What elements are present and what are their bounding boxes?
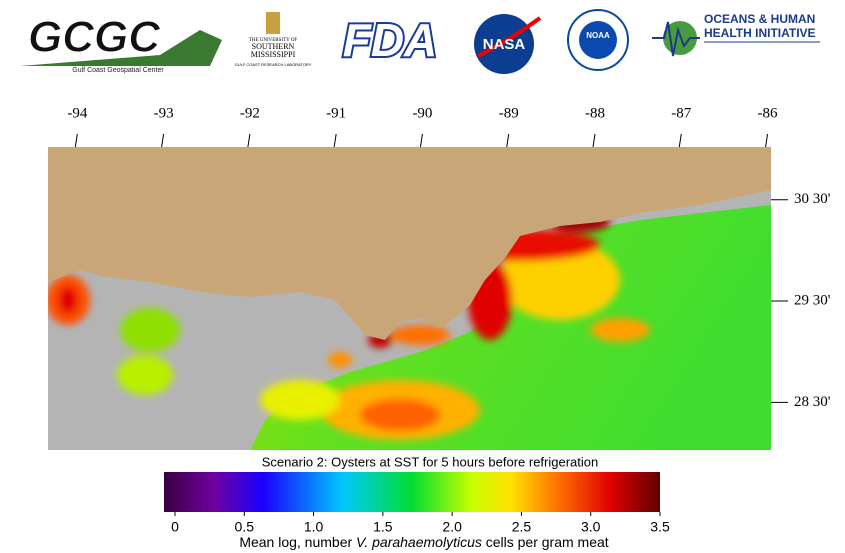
map	[48, 147, 771, 450]
lon-label: -93	[154, 105, 174, 121]
lon-label: -94	[67, 105, 87, 121]
lat-label: 28 30'	[794, 394, 831, 410]
colorbar-label: Mean log, number V. parahaemolyticus cel…	[239, 534, 608, 550]
fda-logo: FDA	[343, 14, 438, 66]
latitude-axis: 30 30' 29 30' 28 30'	[771, 191, 831, 410]
lat-label: 30 30'	[794, 191, 831, 207]
label-part: Mean log, number	[239, 534, 356, 550]
usm-logo: THE UNIVERSITY OF SOUTHERN MISSISSIPPI G…	[235, 12, 312, 67]
logo-text: NOAA	[586, 31, 610, 40]
lon-tick	[592, 133, 596, 148]
lon-tick	[333, 133, 337, 148]
lon-tick	[74, 133, 78, 148]
colorbar: 0 0.5 1.0 1.5 2.0 2.5 3.0 3.5	[164, 472, 670, 535]
lon-tick	[765, 133, 769, 148]
colorbar-tick-label: 2.5	[512, 519, 532, 535]
colorbar-tick-label: 0.5	[235, 519, 255, 535]
logo-text: SOUTHERN	[252, 42, 295, 51]
logo-subtitle: Gulf Coast Geospatial Center	[72, 67, 164, 74]
lon-label: -92	[240, 105, 260, 121]
colorbar-tick-label: 1.0	[304, 519, 324, 535]
lat-label: 29 30'	[794, 292, 831, 308]
logo-text: MISSISSIPPI	[251, 50, 296, 59]
lon-label: -91	[326, 105, 346, 121]
logo-text: THE UNIVERSITY OF	[249, 38, 298, 43]
logos: GCGC Gulf Coast Geospatial Center THE UN…	[20, 9, 820, 74]
map-caption: Scenario 2: Oysters at SST for 5 hours b…	[262, 454, 598, 469]
logo-text: HEALTH INITIATIVE	[704, 26, 816, 40]
label-part: V. parahaemolyticus	[356, 534, 482, 550]
noaa-logo: NOAA	[567, 9, 629, 71]
colorbar-tick-label: 3.5	[650, 519, 670, 535]
lon-tick	[678, 133, 682, 148]
lon-tick	[506, 133, 510, 148]
colorbar-tick-label: 3.0	[581, 519, 601, 535]
colorbar-tick-label: 2.0	[442, 519, 462, 535]
lon-label: -86	[758, 105, 778, 121]
lon-tick	[161, 133, 165, 148]
ohhi-logo: OCEANS & HUMAN HEALTH INITIATIVE	[652, 12, 820, 57]
logo-text: GCGC	[28, 13, 161, 62]
logo-text: NASA	[483, 36, 526, 53]
longitude-axis: -94 -93 -92 -91 -90 -89 -88 -87 -86	[67, 105, 778, 148]
lon-label: -89	[499, 105, 519, 121]
nasa-logo: NASA	[474, 14, 542, 74]
colorbar-tick-label: 0	[171, 519, 179, 535]
logo-text: GULF COAST RESEARCH LABORATORY	[235, 62, 312, 67]
lon-tick	[419, 133, 423, 148]
lon-label: -90	[412, 105, 432, 121]
lon-tick	[247, 133, 251, 148]
lon-label: -87	[671, 105, 691, 121]
logo-text: OCEANS & HUMAN	[704, 12, 815, 26]
label-part: cells per gram meat	[482, 534, 609, 550]
colorbar-tick-label: 1.5	[373, 519, 393, 535]
lon-label: -88	[585, 105, 605, 121]
colorbar-gradient	[164, 472, 660, 512]
gcgc-logo: GCGC Gulf Coast Geospatial Center	[20, 12, 222, 74]
